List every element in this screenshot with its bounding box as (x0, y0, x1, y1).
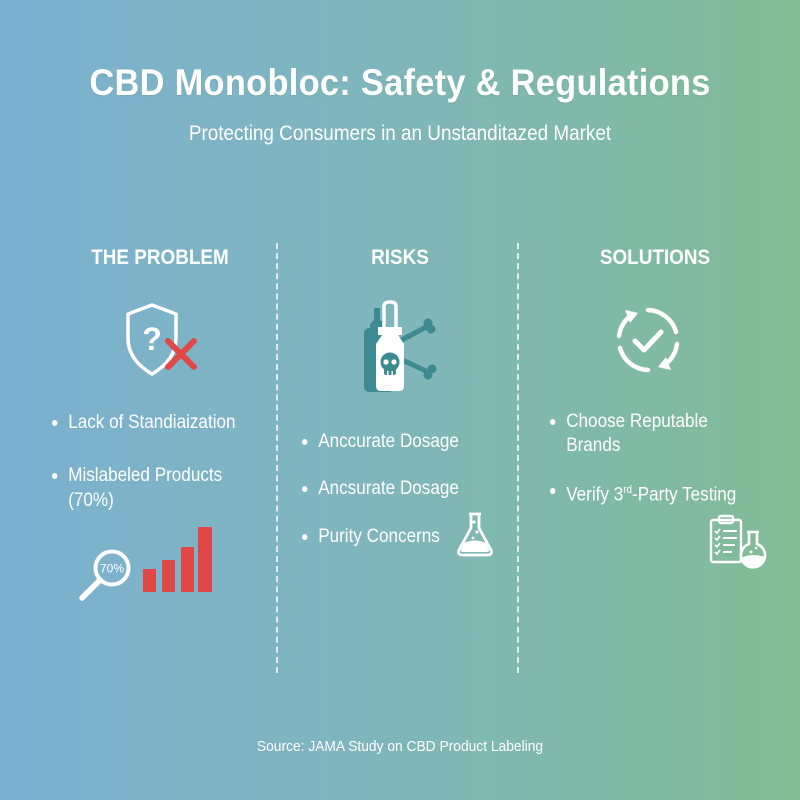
bullet-dot (302, 439, 308, 445)
shield-question-x-icon: ? (126, 303, 197, 376)
magnifier-label: 70% (100, 562, 124, 576)
bullet-dot (52, 420, 58, 426)
page-subtitle: Protecting Consumers in an Unstanditazed… (188, 122, 612, 145)
flask-icon (457, 512, 493, 557)
refresh-check-icon (616, 307, 680, 373)
bullet-dot (550, 419, 556, 425)
column-heading-risks: RISKS (371, 246, 429, 269)
bar-chart-icon (143, 527, 212, 592)
bullet-dot (550, 488, 556, 494)
clipboard-flask-icon (709, 514, 767, 569)
bullet-dot (302, 486, 308, 492)
bullet-dot (302, 534, 308, 540)
column-divider-1 (276, 243, 278, 673)
page-title: CBD Monobloc: Safety & Regulations (89, 62, 711, 103)
source-citation: Source: JAMA Study on CBD Product Labeli… (256, 738, 544, 755)
bullet-dot (52, 473, 58, 479)
column-heading-solutions: SOLUTIONS (599, 246, 711, 269)
svg-text:?: ? (142, 321, 162, 357)
column-divider-2 (517, 243, 519, 673)
magnifier-icon: 70% (79, 549, 131, 601)
column-heading-problem: THE PROBLEM (91, 246, 229, 269)
poison-dropper-bottle-icon (364, 300, 437, 392)
